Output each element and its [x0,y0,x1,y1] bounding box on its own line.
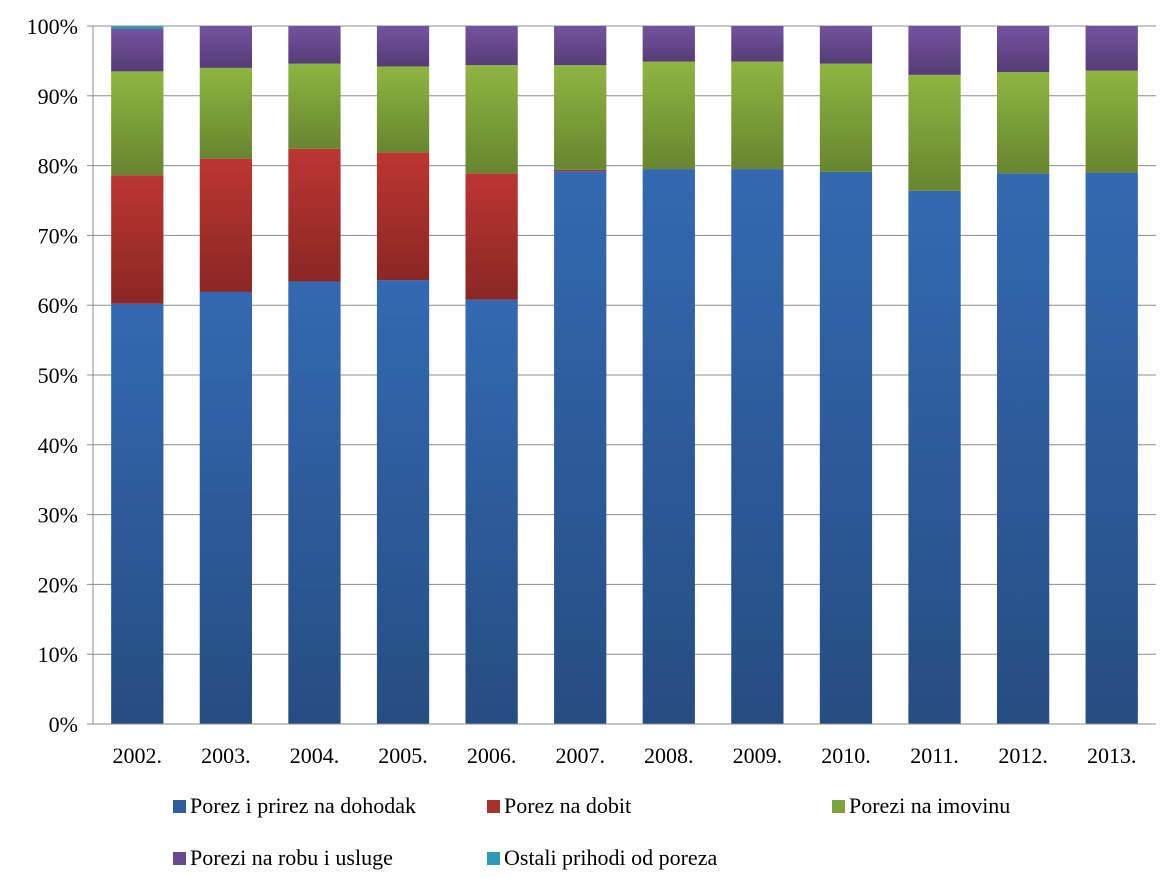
x-tick-label: 2007. [555,743,605,768]
bar-segment-1-4 [465,173,518,300]
bar-segment-0-10 [996,173,1050,724]
bar-segment-2-3 [376,66,430,153]
bar-segment-0-5 [554,171,607,724]
bar-segment-3-5 [554,26,607,66]
bar-segment-2-4 [465,65,518,174]
bar-segment-0-7 [731,169,784,725]
bar-segment-3-11 [1085,26,1138,71]
y-tick-label: 90% [38,84,78,109]
y-tick-label: 0% [49,712,78,737]
bar-segment-2-8 [819,63,873,172]
x-tick-label: 2010. [821,743,871,768]
axes [87,25,1156,725]
x-tick-label: 2004. [290,743,340,768]
bar-segment-3-0 [111,28,164,72]
bar-segment-0-3 [376,280,430,724]
x-tick-label: 2008. [644,743,694,768]
bar-segment-0-9 [908,190,961,724]
y-tick-label: 50% [38,363,78,388]
bar-segment-2-11 [1085,70,1138,173]
bar-segment-3-2 [288,26,341,64]
bar-segment-1-2 [288,148,341,282]
x-tick-label: 2006. [467,743,517,768]
bar-segment-1-5 [554,169,607,172]
bar-segment-0-8 [819,171,873,724]
bar-segment-3-7 [731,26,784,62]
bar-segment-2-7 [731,61,784,170]
bar-segment-3-1 [199,26,253,68]
x-tick-label: 2005. [378,743,428,768]
bar-segment-3-3 [376,26,430,67]
bar-segment-1-1 [199,158,253,292]
bar-segment-3-9 [908,26,961,75]
bar-segment-4-0 [111,26,164,29]
bar-segment-0-11 [1085,172,1138,724]
bar-segment-1-0 [111,175,164,304]
bar-segment-1-3 [376,152,430,281]
gridlines [93,25,1156,725]
y-tick-label: 60% [38,293,78,318]
y-tick-label: 20% [38,572,78,597]
x-tick-label: 2009. [733,743,783,768]
bar-segment-0-1 [199,291,253,724]
bar-segment-3-4 [465,26,518,66]
x-tick-label: 2013. [1087,743,1137,768]
bar-segment-3-6 [642,26,695,62]
y-tick-labels: 0% 10% 20% 30% 40% 50% 60% 70% 80% 90% 100% [27,14,78,737]
bar-segment-2-0 [111,71,164,176]
x-tick-label: 2011. [910,743,959,768]
bar-segment-2-1 [199,67,253,159]
bar-segment-0-4 [465,299,518,724]
bar-segment-3-8 [819,26,873,64]
x-tick-label: 2012. [998,743,1048,768]
bar-segment-2-6 [642,61,695,170]
bar-segment-2-10 [996,72,1050,174]
y-tick-label: 30% [38,503,78,528]
bar-segment-0-6 [642,169,695,725]
y-tick-label: 100% [27,14,78,39]
y-tick-label: 70% [38,223,78,248]
bar-segment-2-5 [554,65,607,170]
bar-segment-0-2 [288,281,341,724]
bar-segment-3-10 [996,26,1050,73]
y-tick-label: 40% [38,433,78,458]
y-tick-label: 10% [38,642,78,667]
bar-segment-2-2 [288,63,341,149]
x-tick-label: 2002. [113,743,163,768]
y-tick-label: 80% [38,154,78,179]
bar-segment-0-0 [111,303,164,724]
bars [111,26,1138,725]
x-tick-label: 2003. [201,743,251,768]
x-tick-labels: 2002. 2003. 2004. 2005. 2006. 2007. 2008. 2009.… [113,743,1137,768]
bar-segment-2-9 [908,74,961,191]
